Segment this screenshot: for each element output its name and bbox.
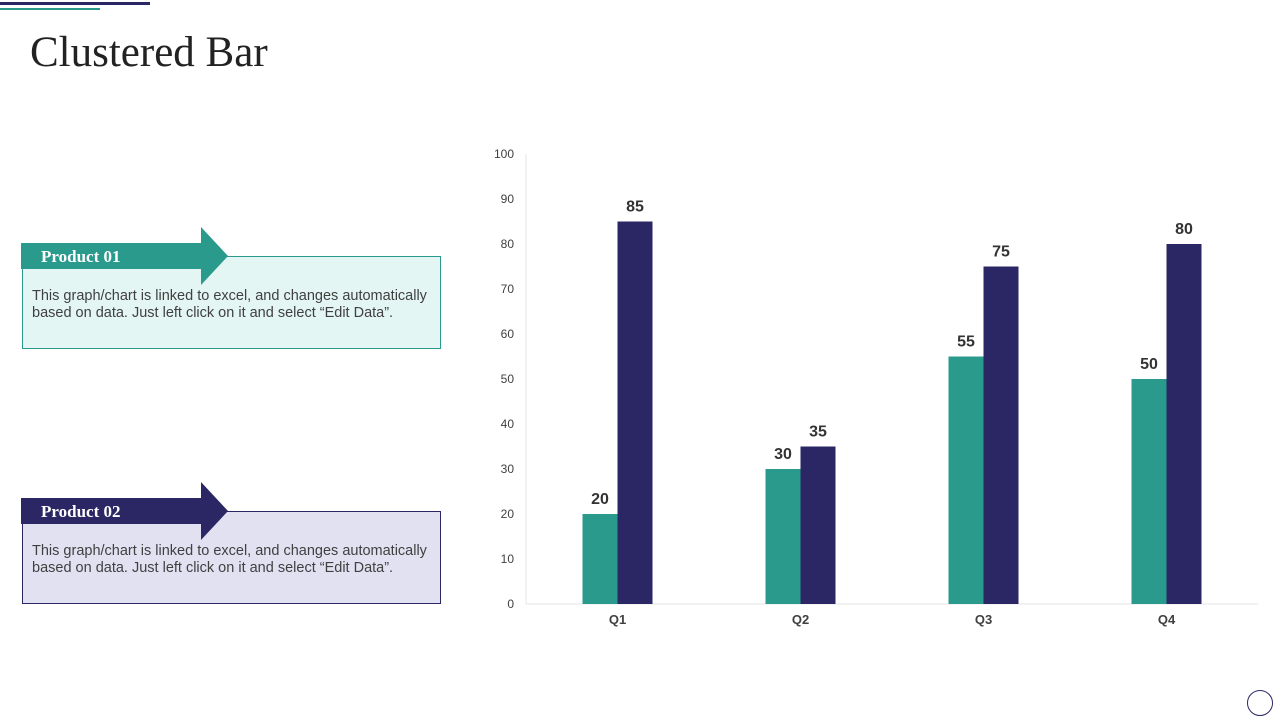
bar-q2-series-2 xyxy=(800,446,836,604)
x-tick-label: Q1 xyxy=(609,612,626,627)
data-label: 80 xyxy=(1175,221,1193,238)
bar-q2-series-1 xyxy=(765,469,801,604)
x-tick-label: Q2 xyxy=(792,612,809,627)
bar-q3-series-2 xyxy=(983,266,1019,604)
clustered-bar-chart: 0 10 20 30 40 50 60 70 80 90 100 20 85 Q1 30 35 Q2 55 75 Q3… xyxy=(494,147,1258,627)
product-01-label: Product 01 xyxy=(41,247,121,266)
y-tick-label: 100 xyxy=(494,147,514,161)
y-tick-label: 40 xyxy=(501,417,515,431)
bar-q4-series-2 xyxy=(1166,244,1202,604)
y-tick-label: 50 xyxy=(501,372,515,386)
y-tick-label: 0 xyxy=(507,597,514,611)
bar-q4-series-1 xyxy=(1131,379,1167,604)
x-tick-label: Q3 xyxy=(975,612,992,627)
product-02-label: Product 02 xyxy=(41,502,121,521)
y-tick-label: 60 xyxy=(501,327,515,341)
data-label: 35 xyxy=(809,424,827,441)
product-01-description: This graph/chart is linked to excel, and… xyxy=(32,288,427,321)
data-label: 50 xyxy=(1140,356,1158,373)
product-02-description: This graph/chart is linked to excel, and… xyxy=(32,543,427,576)
y-tick-label: 90 xyxy=(501,192,515,206)
data-label: 30 xyxy=(774,446,792,463)
y-tick-label: 70 xyxy=(501,282,515,296)
bar-q1-series-2 xyxy=(617,221,653,604)
product-01-arrow-icon xyxy=(21,227,228,285)
bar-q1-series-1 xyxy=(582,514,618,604)
data-label: 75 xyxy=(992,244,1010,261)
data-label: 85 xyxy=(626,199,644,216)
product-02-arrow-icon xyxy=(21,482,228,540)
y-tick-label: 10 xyxy=(501,552,515,566)
page-title: Clustered Bar xyxy=(30,29,268,76)
y-tick-label: 20 xyxy=(501,507,515,521)
top-accent-line-teal xyxy=(0,8,100,10)
data-label: 55 xyxy=(957,334,975,351)
corner-circle-icon xyxy=(1247,690,1273,716)
x-tick-label: Q4 xyxy=(1158,612,1176,627)
y-tick-label: 80 xyxy=(501,237,515,251)
data-label: 20 xyxy=(591,491,609,508)
product-01-card: This graph/chart is linked to excel, and… xyxy=(22,256,441,349)
y-tick-label: 30 xyxy=(501,462,515,476)
top-accent-line-dark xyxy=(0,2,150,5)
product-02-card: This graph/chart is linked to excel, and… xyxy=(22,511,441,604)
bar-q3-series-1 xyxy=(948,356,984,604)
